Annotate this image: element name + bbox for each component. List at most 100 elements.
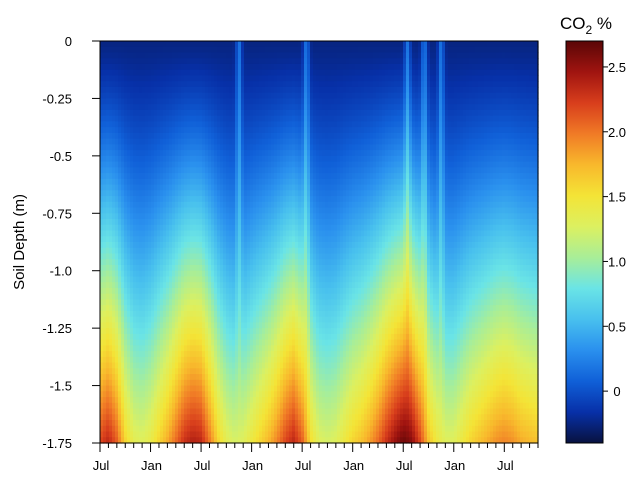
heatmap-cell: [253, 282, 257, 289]
heatmap-cell: [301, 420, 305, 427]
heatmap-cell: [301, 402, 305, 410]
heatmap-cell: [157, 109, 161, 117]
heatmap-cell: [193, 138, 197, 145]
heatmap-cell: [226, 356, 230, 364]
heatmap-cell: [142, 420, 146, 427]
heatmap-cell: [217, 264, 221, 272]
heatmap-cell: [301, 351, 305, 358]
heatmap-cell: [163, 356, 167, 364]
heatmap-cell: [307, 270, 311, 278]
heatmap-cell: [220, 184, 224, 191]
heatmap-cell: [307, 196, 311, 203]
heatmap-cell: [241, 52, 245, 59]
heatmap-cell: [142, 339, 146, 346]
heatmap-cell: [268, 161, 272, 168]
heatmap-cell: [280, 276, 284, 283]
heatmap-cell: [115, 98, 119, 105]
heatmap-cell: [172, 75, 176, 82]
heatmap-cell: [196, 184, 200, 191]
heatmap-cell: [259, 167, 263, 174]
heatmap-cell: [109, 236, 113, 243]
heatmap-cell: [277, 155, 281, 163]
heatmap-cell: [190, 144, 194, 151]
heatmap-cell: [238, 219, 242, 226]
heatmap-cell: [277, 219, 281, 226]
heatmap-cell: [265, 224, 269, 232]
heatmap-cell: [124, 305, 128, 312]
heatmap-cell: [238, 121, 242, 128]
heatmap-cell: [154, 207, 158, 214]
heatmap-cell: [172, 46, 176, 54]
heatmap-cell: [310, 121, 314, 128]
heatmap-cell: [301, 391, 305, 398]
heatmap-cell: [289, 270, 293, 278]
heatmap-cell: [274, 115, 278, 122]
heatmap-cell: [178, 86, 182, 94]
heatmap-cell: [136, 52, 140, 59]
heatmap-cell: [286, 368, 290, 375]
heatmap-cell: [277, 98, 281, 105]
heatmap-cell: [121, 259, 125, 266]
heatmap-cell: [235, 425, 239, 433]
heatmap-cell: [268, 115, 272, 122]
heatmap-cell: [262, 431, 266, 438]
heatmap-cell: [181, 75, 185, 82]
heatmap-cell: [238, 316, 242, 323]
heatmap-cell: [214, 230, 218, 237]
heatmap-cell: [223, 92, 227, 100]
heatmap-cell: [127, 75, 131, 82]
heatmap-cell: [172, 247, 176, 255]
heatmap-cell: [229, 368, 233, 375]
heatmap-cell: [208, 328, 212, 335]
heatmap-cell: [274, 374, 278, 381]
heatmap-cell: [172, 132, 176, 140]
heatmap-cell: [106, 207, 110, 214]
heatmap-cell: [205, 109, 209, 117]
heatmap-cell: [274, 333, 278, 341]
heatmap-cell: [145, 109, 149, 117]
heatmap-cell: [109, 397, 113, 404]
heatmap-cell: [283, 287, 287, 295]
heatmap-cell: [295, 247, 299, 255]
heatmap-cell: [217, 155, 221, 163]
heatmap-cell: [151, 41, 155, 48]
heatmap-cell: [277, 201, 281, 209]
heatmap-cell: [238, 86, 242, 94]
heatmap-cell: [235, 98, 239, 105]
heatmap-cell: [208, 167, 212, 174]
heatmap-cell: [196, 420, 200, 427]
heatmap-cell: [259, 92, 263, 100]
heatmap-cell: [109, 310, 113, 318]
heatmap-cell: [217, 351, 221, 358]
heatmap-cell: [175, 374, 179, 381]
heatmap-cell: [214, 178, 218, 186]
heatmap-cell: [244, 46, 248, 54]
heatmap-cell: [172, 144, 176, 151]
heatmap-cell: [133, 63, 137, 71]
heatmap-cell: [217, 385, 221, 392]
heatmap-cell: [280, 379, 284, 387]
heatmap-cell: [148, 259, 152, 266]
heatmap-cell: [283, 86, 287, 94]
heatmap-cell: [148, 109, 152, 117]
heatmap-cell: [286, 201, 290, 209]
heatmap-cell: [205, 305, 209, 312]
heatmap-cell: [187, 167, 191, 174]
heatmap-cell: [304, 299, 308, 306]
heatmap-cell: [175, 161, 179, 168]
heatmap-cell: [217, 184, 221, 191]
heatmap-cell: [274, 379, 278, 387]
heatmap-cell: [244, 402, 248, 410]
heatmap-cell: [160, 402, 164, 410]
heatmap-cell: [229, 299, 233, 306]
heatmap-cell: [106, 98, 110, 105]
heatmap-cell: [301, 236, 305, 243]
heatmap-cell: [193, 144, 197, 151]
heatmap-cell: [205, 247, 209, 255]
heatmap-cell: [250, 276, 254, 283]
heatmap-cell: [256, 201, 260, 209]
heatmap-cell: [262, 167, 266, 174]
heatmap-cell: [130, 305, 134, 312]
heatmap-cell: [115, 224, 119, 232]
heatmap-cell: [211, 385, 215, 392]
